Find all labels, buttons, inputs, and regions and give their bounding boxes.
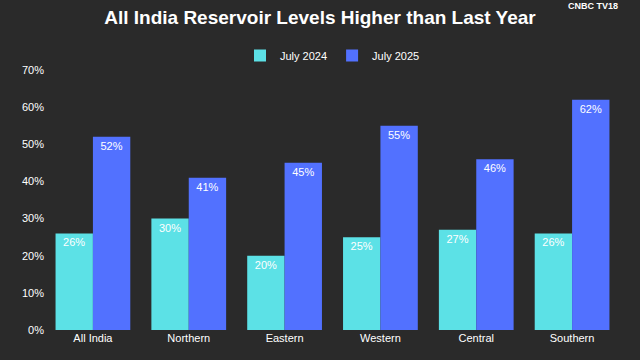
- svg-text:62%: 62%: [580, 103, 602, 115]
- svg-text:52%: 52%: [100, 140, 122, 152]
- svg-text:All India Reservoir Levels Hig: All India Reservoir Levels Higher than L…: [104, 7, 536, 28]
- svg-text:50%: 50%: [22, 138, 44, 150]
- svg-text:Central: Central: [459, 332, 494, 344]
- svg-text:26%: 26%: [542, 236, 564, 248]
- svg-text:60%: 60%: [22, 101, 44, 113]
- svg-text:26%: 26%: [63, 236, 85, 248]
- svg-text:25%: 25%: [351, 240, 373, 252]
- svg-text:46%: 46%: [484, 162, 506, 174]
- svg-text:All India: All India: [73, 332, 113, 344]
- svg-text:20%: 20%: [255, 259, 277, 271]
- svg-text:Eastern: Eastern: [266, 332, 304, 344]
- svg-text:Western: Western: [360, 332, 401, 344]
- svg-text:20%: 20%: [22, 250, 44, 262]
- svg-text:40%: 40%: [22, 175, 44, 187]
- svg-text:CNBC TV18: CNBC TV18: [568, 1, 618, 11]
- svg-text:10%: 10%: [22, 287, 44, 299]
- svg-text:July 2024: July 2024: [280, 50, 327, 62]
- svg-text:30%: 30%: [22, 212, 44, 224]
- svg-text:Northern: Northern: [167, 332, 210, 344]
- svg-text:30%: 30%: [159, 222, 181, 234]
- svg-text:55%: 55%: [388, 129, 410, 141]
- svg-text:27%: 27%: [446, 233, 468, 245]
- svg-text:70%: 70%: [22, 64, 44, 76]
- svg-text:Southern: Southern: [550, 332, 595, 344]
- svg-text:0%: 0%: [28, 324, 44, 336]
- svg-text:July 2025: July 2025: [372, 50, 419, 62]
- svg-text:41%: 41%: [196, 181, 218, 193]
- svg-text:45%: 45%: [292, 166, 314, 178]
